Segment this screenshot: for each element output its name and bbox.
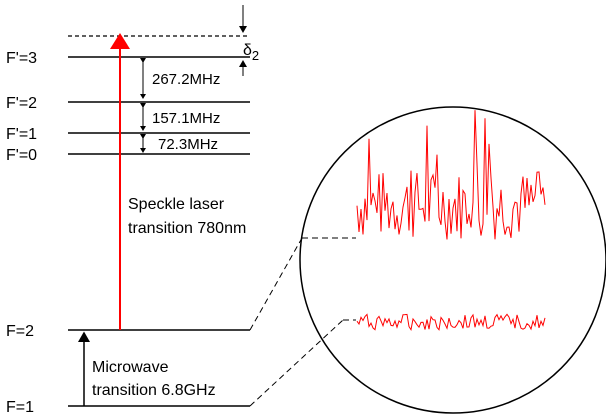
detuning-label: δ2 xyxy=(243,42,259,63)
level-label-f2: F=2 xyxy=(6,323,34,340)
splitting-label-21: 157.1MHz xyxy=(152,110,220,127)
microwave-label-line2: transition 6.8GHz xyxy=(92,382,216,399)
laser-label-line1: Speckle laser xyxy=(128,196,225,213)
level-label-f0p: F'=0 xyxy=(6,147,37,164)
connector-f2-upper xyxy=(249,237,303,331)
level-label-f1p: F'=1 xyxy=(6,126,37,143)
connector-f1-lower xyxy=(249,319,344,407)
level-label-f3p: F'=3 xyxy=(6,50,37,67)
laser-label-line2: transition 780nm xyxy=(128,220,246,237)
microwave-label-line1: Microwave xyxy=(92,359,169,376)
level-label-f1: F=1 xyxy=(6,399,34,414)
level-label-f2p: F'=2 xyxy=(6,95,37,112)
splitting-label-32: 267.2MHz xyxy=(152,71,220,88)
splitting-label-10: 72.3MHz xyxy=(158,136,218,153)
zoom-circle xyxy=(299,106,606,414)
speckle-trace-upper xyxy=(356,110,546,240)
speckle-trace-lower xyxy=(356,313,546,332)
